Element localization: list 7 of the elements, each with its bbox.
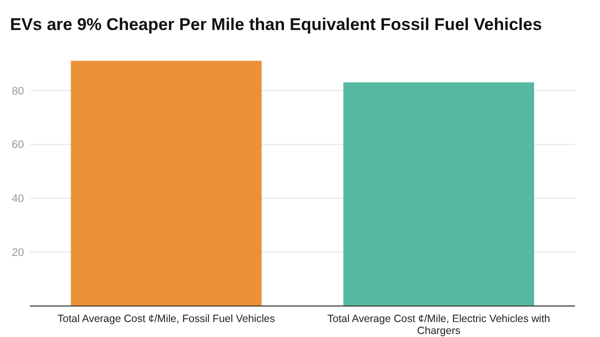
- y-tick-label: 40: [12, 193, 24, 206]
- y-tick-label: 60: [12, 139, 24, 152]
- x-tick-label: Total Average Cost ¢/Mile, Fossil Fuel Vehicles: [58, 313, 275, 325]
- y-tick-label: 80: [12, 85, 24, 98]
- chart-title: EVs are 9% Cheaper Per Mile than Equivalent Fossil Fuel Vehicles: [10, 15, 542, 34]
- x-tick-label: Total Average Cost ¢/Mile, Electric Vehicles with Chargers: [327, 313, 550, 337]
- y-tick-label: 20: [12, 246, 24, 259]
